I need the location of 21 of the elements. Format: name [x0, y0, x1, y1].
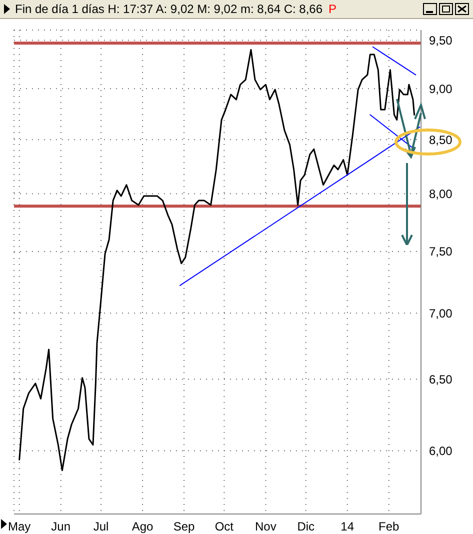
- x-tick-label: Jul: [93, 520, 109, 534]
- x-tick-label: Sep: [173, 520, 196, 534]
- x-tick-label: Nov: [255, 520, 276, 534]
- chart-title: Fin de día 1 días H: 17:37 A: 9,02 M: 9,02 m: 8,64 C: 8,66: [15, 2, 323, 16]
- x-tick-label: Jun: [51, 520, 71, 534]
- y-tick-label: 9,00: [429, 82, 453, 96]
- y-tick-label: 7,00: [429, 306, 453, 320]
- x-tick-label: Ago: [132, 520, 154, 534]
- x-tick-label: Oct: [214, 520, 234, 534]
- x-tick-label: Feb: [378, 520, 400, 534]
- text: P: [328, 2, 337, 16]
- y-tick-label: 9,50: [429, 34, 453, 48]
- y-tick-label: 7,50: [429, 244, 453, 259]
- y-tick-label: 8,00: [429, 187, 453, 202]
- y-tick-label: 6,50: [429, 372, 453, 387]
- y-tick-label: 6,00: [429, 444, 453, 458]
- x-tick-label: 14: [340, 520, 354, 534]
- x-tick-label: Dic: [297, 520, 315, 534]
- line-series: [18, 48, 416, 472]
- y-tick-label: 8,50: [429, 132, 453, 147]
- x-tick-label: May: [8, 520, 31, 534]
